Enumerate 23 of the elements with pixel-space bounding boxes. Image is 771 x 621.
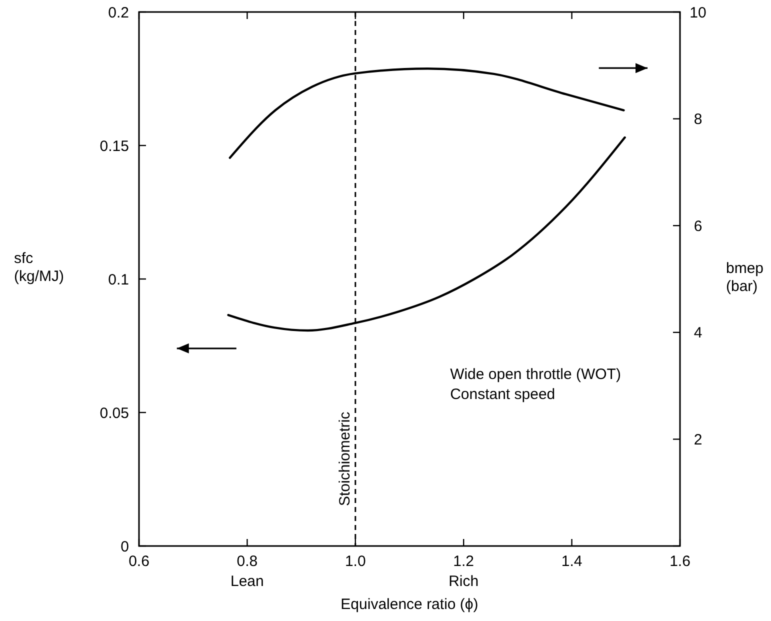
y2-tick-label: 4 [694, 324, 702, 342]
y2-tick-label: 8 [694, 111, 702, 128]
y-tick-label: 0.2 [108, 4, 129, 22]
y-axis-title: sfc (kg/MJ) [14, 250, 64, 285]
text: Lean [230, 573, 264, 590]
ref-line-label: Stoichiometric [336, 411, 354, 506]
y2-tick-label: 2 [694, 431, 702, 448]
y2-axis-title: bmep (bar) [726, 260, 764, 295]
y-tick-label: 0 [120, 538, 129, 556]
annotation: Wide open throttle (WOT) Constant speed [450, 366, 621, 403]
y-tick-label: 0.15 [100, 138, 129, 155]
x-tick-label: 1.0 [344, 553, 366, 570]
x-tick-label: 0.8 [236, 553, 258, 570]
text: Rich [448, 573, 479, 590]
y-tick-label: 0.05 [100, 404, 129, 422]
y-tick-label: 0.1 [108, 271, 129, 288]
y2-tick-label: 10 [690, 4, 706, 22]
x-tick-label: 1.6 [670, 553, 690, 570]
y2-tick-label: 6 [694, 218, 702, 235]
x-tick-label: 1.4 [561, 553, 582, 570]
x-tick-label: 0.6 [128, 553, 150, 570]
x-axis-title: Equivalence ratio (ϕ) [340, 596, 478, 613]
x-tick-label: 1.2 [453, 553, 474, 570]
